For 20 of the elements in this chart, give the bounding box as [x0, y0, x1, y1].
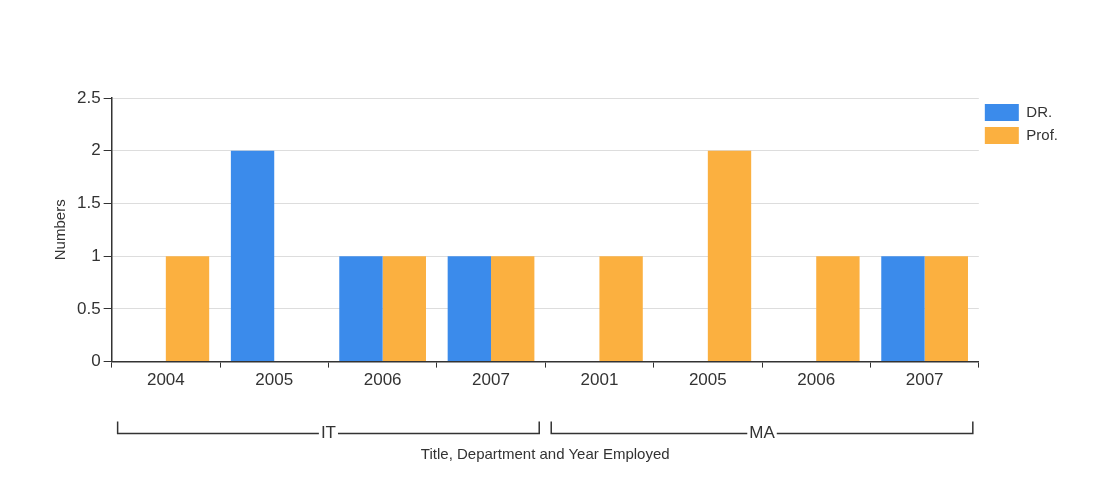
x-tick-label: 2007 [472, 370, 510, 390]
x-tick-label: 2007 [905, 370, 944, 390]
x-tick-label: 2005 [688, 370, 727, 390]
y-tick-label: 1 [91, 245, 101, 265]
text: IT [320, 423, 336, 443]
x-tick-label: 2006 [363, 370, 402, 390]
x-tick-label: 2001 [580, 370, 619, 390]
x-axis-title: Title, Department and Year Employed [420, 445, 670, 463]
y-tick-label: 0.5 [76, 298, 101, 318]
y-axis-title: Numbers [51, 199, 69, 261]
y-tick-label: 1.5 [76, 193, 101, 213]
x-tick-label: 2006 [797, 370, 836, 390]
text: MA [749, 423, 776, 443]
y-tick-label: 2 [91, 140, 101, 160]
x-tick-label: 2004 [146, 370, 185, 390]
y-tick-label: 0 [91, 351, 101, 371]
legend-label: Prof. [1026, 125, 1059, 143]
y-tick-label: 2.5 [76, 87, 101, 107]
x-tick-label: 2005 [255, 370, 294, 390]
legend-label: DR. [1026, 102, 1053, 120]
